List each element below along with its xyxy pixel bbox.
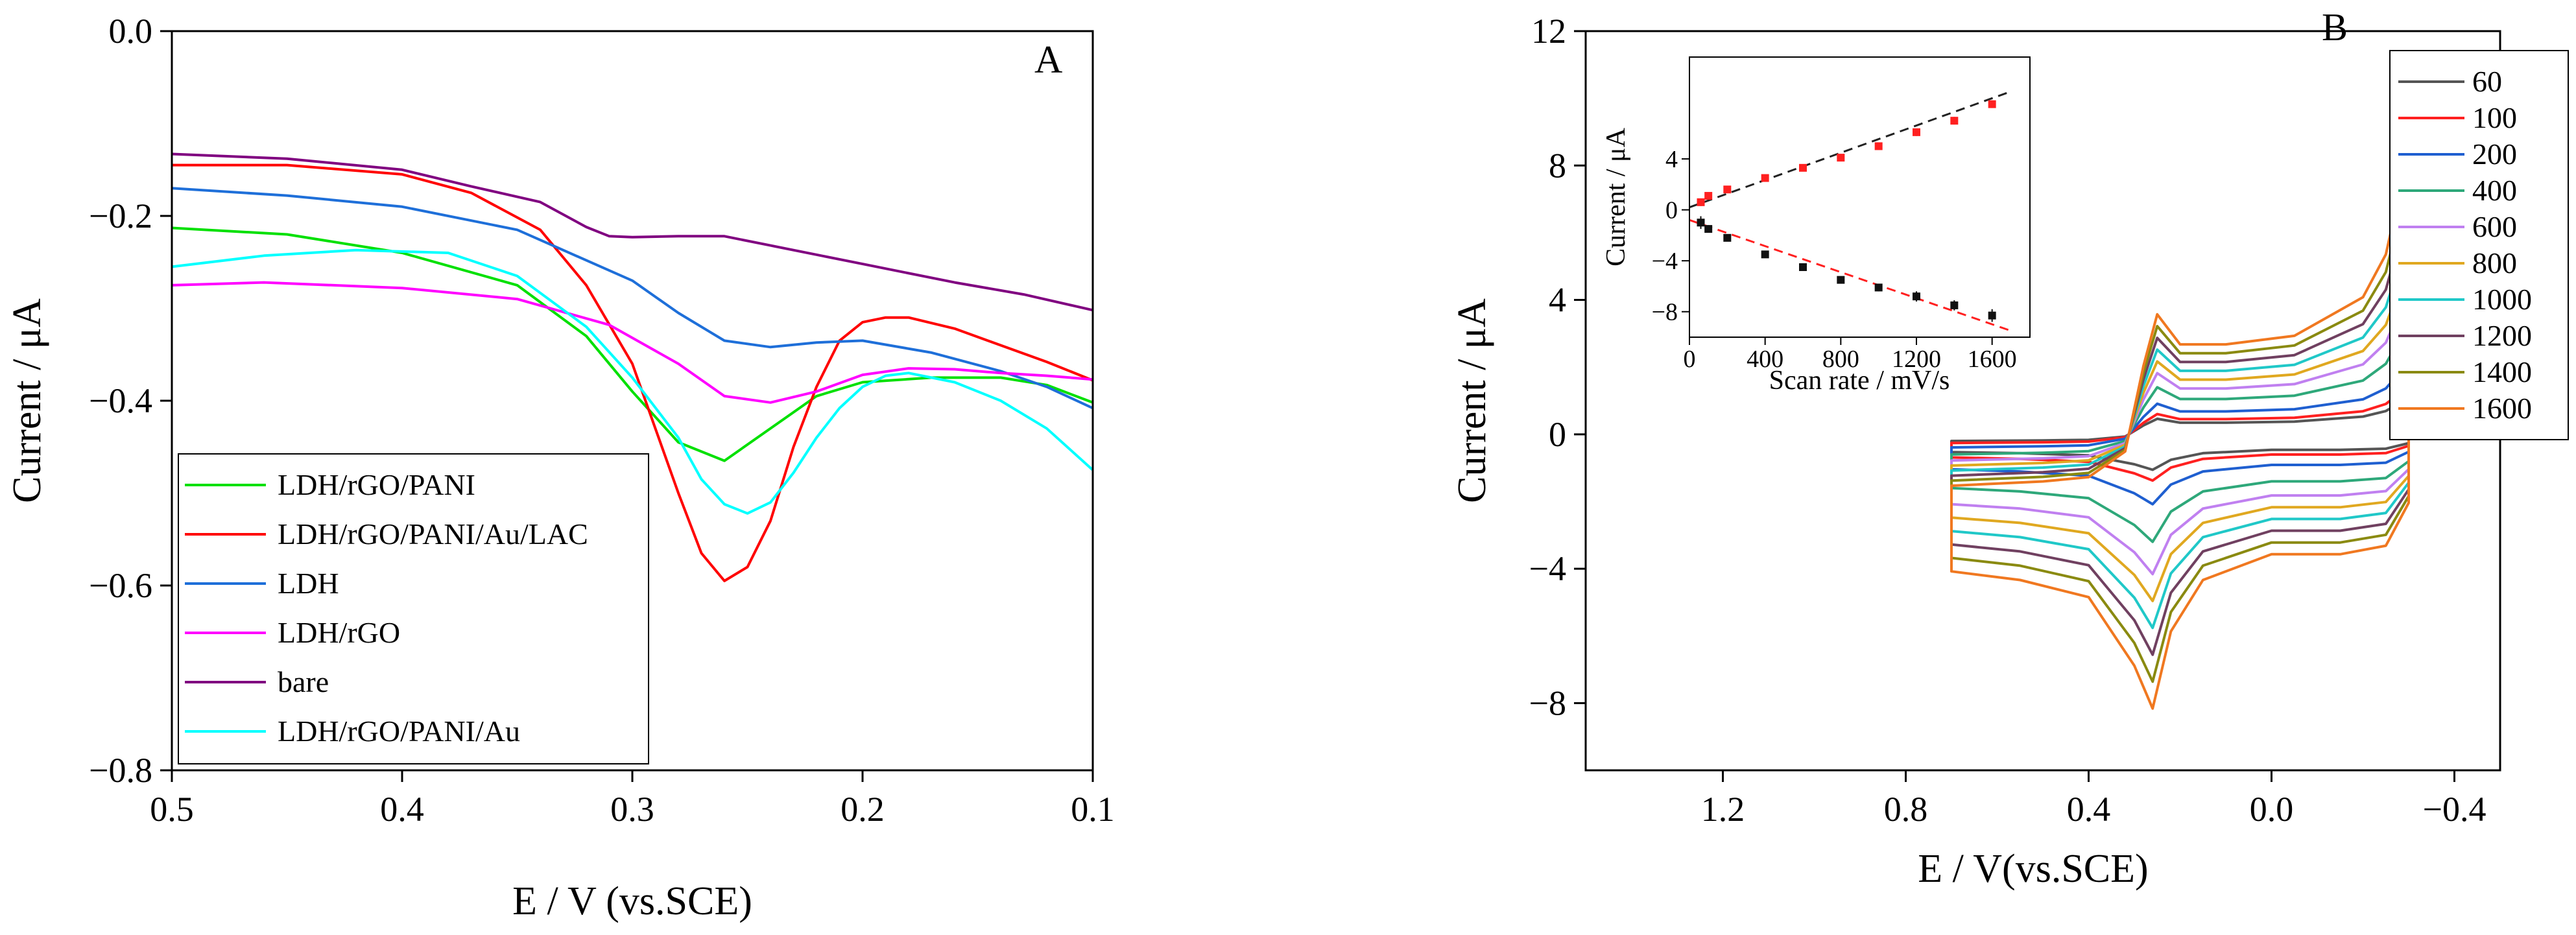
inset-ytick-label: −8 bbox=[1652, 299, 1678, 326]
panel-b-label: B bbox=[2322, 6, 2348, 49]
inset-point bbox=[1837, 154, 1845, 162]
inset-point bbox=[1723, 233, 1732, 242]
inset-ylabel: Current / μA bbox=[1601, 127, 1631, 266]
panel-b-xtick-label: 0.8 bbox=[1884, 790, 1928, 829]
panel-a-series-line bbox=[171, 248, 1094, 515]
panel-a-legend-label: bare bbox=[278, 665, 329, 698]
panel-b-legend-label: 1200 bbox=[2472, 319, 2532, 352]
panel-a-legend-label: LDH/rGO/PANI/Au bbox=[278, 715, 520, 748]
inset-xtick-label: 1600 bbox=[1968, 346, 2017, 373]
panel-b-ytick-label: 0 bbox=[1549, 415, 1566, 454]
panel-b-legend-label: 600 bbox=[2472, 210, 2517, 243]
panel-b-legend-label: 400 bbox=[2472, 174, 2517, 207]
panel-a-legend: LDH/rGO/PANI LDH/rGO/PANI/Au/LAC LDH LDH/rG… bbox=[178, 453, 649, 764]
panel-a-xtick-label: 0.5 bbox=[150, 790, 194, 829]
inset-ytick-label: −4 bbox=[1652, 248, 1678, 275]
panel-b-legend-label: 1600 bbox=[2472, 392, 2532, 425]
inset-point bbox=[1874, 142, 1883, 150]
panel-b-frame bbox=[1584, 30, 2501, 772]
panel-a-ytick-label: 0.0 bbox=[109, 12, 153, 51]
panel-b-ytick-label: 8 bbox=[1549, 146, 1566, 185]
panel-b-xtick-label: 1.2 bbox=[1701, 790, 1745, 829]
inset-point bbox=[1799, 163, 1807, 172]
inset-point bbox=[1697, 198, 1705, 206]
inset-xlabel: Scan rate / mV/s bbox=[1769, 366, 1950, 396]
panel-a-ylabel: Current / μA bbox=[5, 298, 49, 503]
panel-b-xtick-label: 0.0 bbox=[2250, 790, 2294, 829]
inset-point bbox=[1837, 276, 1845, 284]
panel-a-xtick-label: 0.4 bbox=[380, 790, 424, 829]
panel-b-cv-curve bbox=[1950, 178, 2410, 683]
inset-point bbox=[1697, 219, 1705, 227]
inset-point bbox=[1704, 192, 1713, 200]
panel-a-series-line bbox=[171, 226, 1093, 462]
panel-b-legend-label: 1400 bbox=[2472, 355, 2532, 388]
panel-b-legend-label: 800 bbox=[2472, 246, 2517, 279]
panel-a-legend-label: LDH bbox=[278, 567, 339, 600]
inset-ytick-label: 4 bbox=[1665, 146, 1678, 173]
panel-a-xlabel: E / V (vs.SCE) bbox=[512, 879, 752, 923]
panel-b-cv-curve bbox=[1950, 150, 2410, 710]
panel-b: 1.2 0.8 0.4 0.0 −0.4 12 8 4 0 −4 −8 B E / V(vs.SCE… bbox=[1450, 6, 2569, 891]
inset-xtick-label: 400 bbox=[1747, 346, 1783, 373]
inset-point bbox=[1761, 174, 1769, 182]
inset-point bbox=[1988, 311, 1996, 320]
panel-b-ytick-label: 12 bbox=[1531, 12, 1566, 51]
inset-ytick-label: 0 bbox=[1665, 197, 1678, 224]
panel-b-xlabel: E / V(vs.SCE) bbox=[1918, 847, 2148, 891]
panel-a-series-line bbox=[172, 163, 1093, 582]
panel-b-ytick-label: −8 bbox=[1529, 683, 1566, 722]
inset-point bbox=[1913, 128, 1920, 136]
panel-b-legend-label: 200 bbox=[2472, 137, 2517, 171]
inset-point bbox=[1874, 283, 1883, 292]
panel-b-ytick-label: 4 bbox=[1549, 281, 1566, 320]
panel-b-xtick-label: 0.4 bbox=[2067, 790, 2111, 829]
panel-a-xtick-label: 0.3 bbox=[610, 790, 654, 829]
panel-a-ytick-label: −0.6 bbox=[89, 566, 152, 605]
panel-b-legend-label: 100 bbox=[2472, 101, 2517, 134]
panel-a-legend-box bbox=[178, 453, 649, 764]
inset-point bbox=[1704, 225, 1713, 233]
panel-b-cv-curve bbox=[1950, 206, 2410, 656]
panel-a-xtick-label: 0.2 bbox=[841, 790, 885, 829]
inset-point bbox=[1723, 185, 1732, 194]
panel-a-legend-label: LDH/rGO/PANI bbox=[278, 468, 475, 501]
panel-b-cv-curve bbox=[1950, 233, 2410, 630]
inset-xtick-label: 800 bbox=[1822, 346, 1859, 373]
panel-a-series-line bbox=[171, 152, 1093, 312]
inset-fit-line bbox=[1689, 219, 2012, 332]
panel-a-series-line bbox=[171, 187, 1093, 410]
panel-b-cv-curve bbox=[1950, 385, 2410, 482]
panel-a-ytick-label: −0.8 bbox=[89, 751, 152, 790]
inset-fit-line bbox=[1689, 90, 2012, 209]
panel-b-inset: 0 400 800 1200 1600 4 0 −4 −8 Scan rate / mV/s C… bbox=[1601, 56, 2031, 396]
panel-a-xtick-label: 0.1 bbox=[1071, 790, 1115, 829]
inset-point bbox=[1950, 117, 1959, 125]
panel-b-xtick-label: −0.4 bbox=[2423, 790, 2487, 829]
panel-b-ylabel: Current / μA bbox=[1450, 298, 1494, 503]
inset-point bbox=[1799, 263, 1807, 271]
inset-frame bbox=[1689, 56, 2031, 338]
panel-a-ytick-label: −0.2 bbox=[89, 196, 152, 235]
panel-a-ytick-label: −0.4 bbox=[89, 381, 152, 420]
inset-point bbox=[1913, 292, 1920, 301]
inset-xtick-label: 1200 bbox=[1892, 346, 1941, 373]
panel-a-legend-label: LDH/rGO bbox=[278, 616, 400, 649]
panel-a-label: A bbox=[1034, 38, 1062, 81]
inset-xtick-label: 0 bbox=[1684, 346, 1696, 373]
panel-b-legend-label: 60 bbox=[2472, 65, 2502, 98]
panel-b-legend-box bbox=[2389, 50, 2569, 440]
inset-point bbox=[1988, 100, 1996, 108]
panel-b-ytick-label: −4 bbox=[1529, 549, 1566, 588]
inset-point bbox=[1761, 250, 1769, 259]
inset-point bbox=[1950, 301, 1959, 309]
panel-b-legend-label: 1000 bbox=[2472, 283, 2532, 316]
panel-a-series-line bbox=[171, 281, 1093, 404]
panel-a: 0.5 0.4 0.3 0.2 0.1 0.0 −0.2 −0.4 −0.6 −0.8 A E /… bbox=[5, 12, 1115, 923]
panel-a-frame bbox=[171, 30, 1094, 772]
panel-a-legend-label: LDH/rGO/PANI/Au/LAC bbox=[278, 517, 588, 550]
